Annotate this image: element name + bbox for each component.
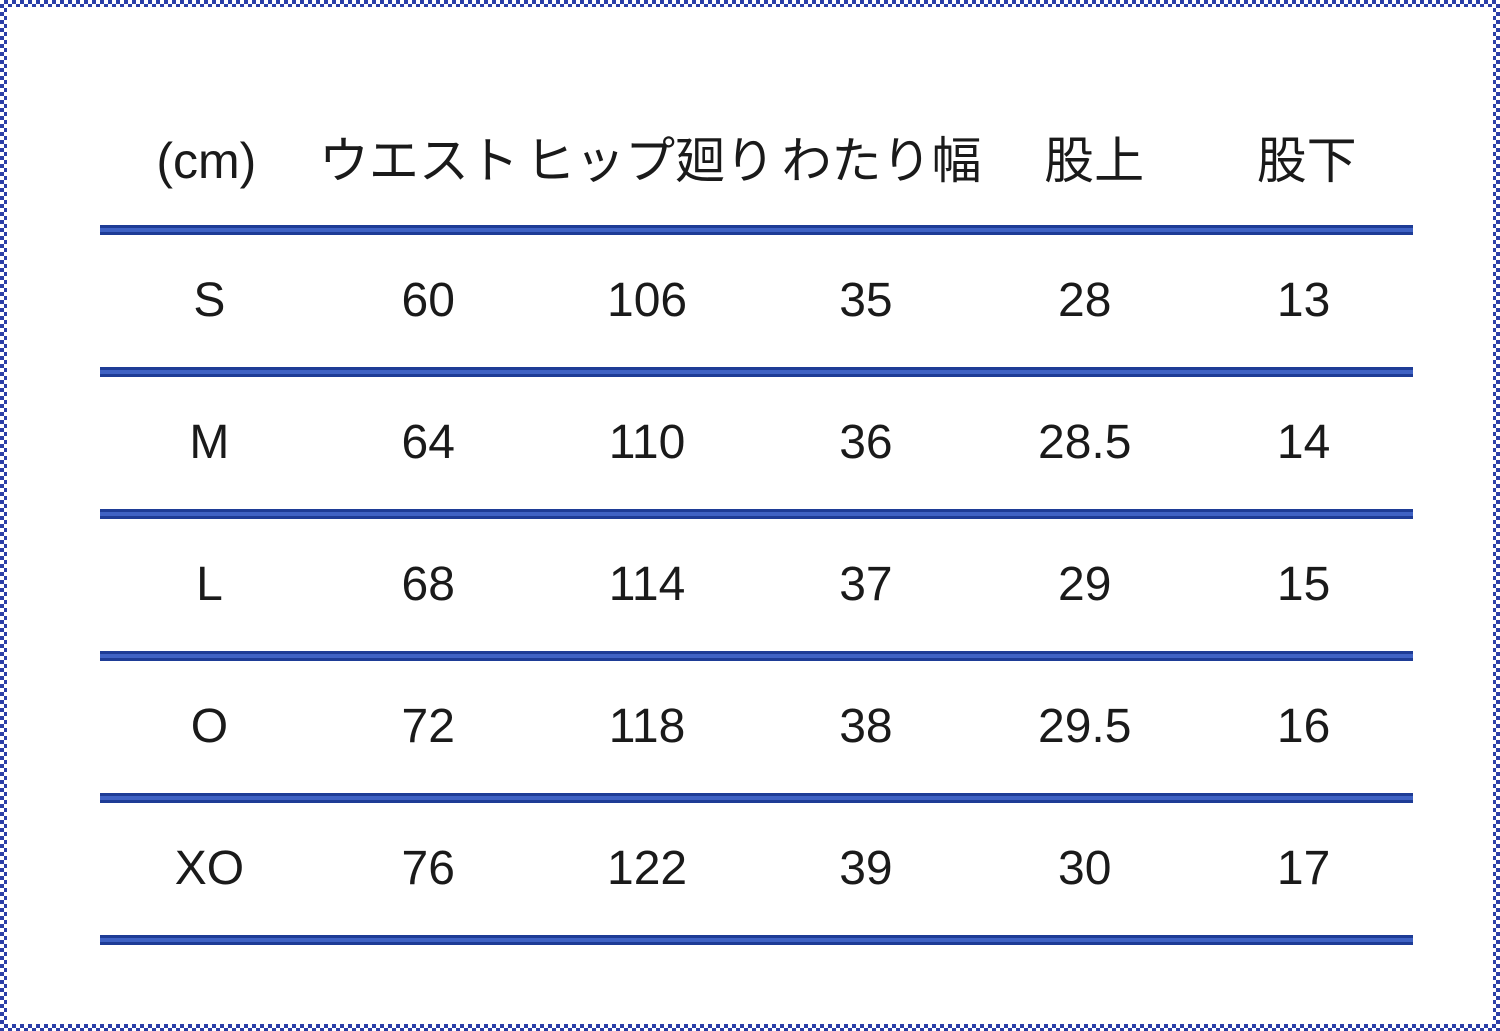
value-cell: 38: [839, 700, 893, 753]
row-divider: [100, 935, 1413, 945]
size-cell: S: [193, 274, 226, 327]
header-cell-rise: 股上: [1044, 133, 1145, 189]
value-cell: 29.5: [1038, 700, 1132, 753]
value-cell: 60: [401, 274, 455, 327]
value-cell: 28.5: [1038, 416, 1132, 469]
header-cell-waist: ウエスト: [318, 133, 519, 189]
value-cell: 13: [1276, 274, 1331, 327]
value-cell: 68: [401, 558, 455, 611]
value-cell: 29: [1058, 558, 1112, 611]
table-header-row: (cm) ウエスト ヒップ廻り わたり幅 股上 股下: [100, 97, 1413, 225]
value-cell: 72: [401, 700, 455, 753]
chart-background: (cm) ウエスト ヒップ廻り わたり幅 股上 股下 S 60 106 35 2…: [7, 7, 1493, 1024]
header-cell-hip: ヒップ廻り: [525, 133, 776, 189]
value-cell: 36: [839, 416, 893, 469]
value-cell: 64: [401, 416, 455, 469]
value-cell: 16: [1276, 700, 1331, 753]
value-cell: 122: [607, 842, 688, 895]
value-cell: 35: [839, 274, 893, 327]
value-cell: 110: [608, 416, 686, 469]
value-cell: 28: [1058, 274, 1112, 327]
value-cell: 14: [1276, 416, 1331, 469]
value-cell: 106: [607, 274, 688, 327]
value-cell: 39: [839, 842, 893, 895]
value-cell: 30: [1058, 842, 1112, 895]
header-cell-inseam: 股下: [1256, 133, 1357, 189]
table-row-l: L 68 114 37 29 15: [100, 519, 1413, 651]
value-cell: 17: [1276, 842, 1331, 895]
size-cell: M: [189, 416, 230, 469]
row-divider: [100, 367, 1413, 377]
size-cell: O: [190, 700, 229, 753]
header-cell-thigh: わたり幅: [781, 133, 982, 189]
row-divider: [100, 509, 1413, 519]
row-divider: [100, 651, 1413, 661]
table-row-m: M 64 110 36 28.5 14: [100, 377, 1413, 509]
value-cell: 37: [839, 558, 893, 611]
size-cell: XO: [174, 842, 245, 895]
row-divider: [100, 225, 1413, 235]
table-row-s: S 60 106 35 28 13: [100, 235, 1413, 367]
row-divider: [100, 793, 1413, 803]
value-cell: 118: [608, 700, 686, 753]
table-row-o: O 72 118 38 29.5 16: [100, 661, 1413, 793]
header-cell-unit: (cm): [156, 133, 257, 189]
size-table: (cm) ウエスト ヒップ廻り わたり幅 股上 股下 S 60 106 35 2…: [100, 97, 1413, 945]
value-cell: 76: [401, 842, 455, 895]
value-cell: 114: [608, 558, 686, 611]
size-cell: L: [196, 558, 223, 611]
table-row-xo: XO 76 122 39 30 17: [100, 803, 1413, 935]
value-cell: 15: [1276, 558, 1331, 611]
